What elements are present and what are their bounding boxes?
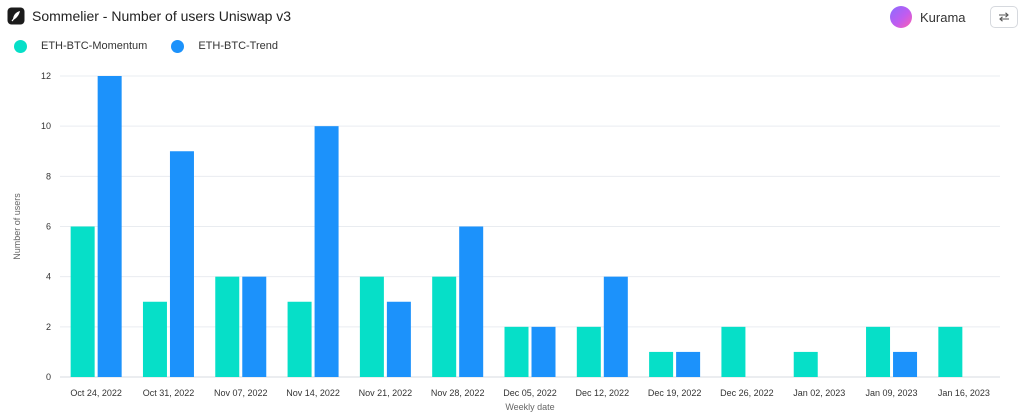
y-tick-label: 10 <box>41 121 51 131</box>
x-tick-label: Dec 26, 2022 <box>720 388 774 398</box>
bar-trend[interactable] <box>386 301 411 377</box>
y-tick-label: 0 <box>46 372 51 382</box>
bar-trend[interactable] <box>459 226 484 378</box>
legend-dot-momentum <box>14 39 27 53</box>
bar-momentum[interactable] <box>215 276 240 377</box>
legend-label-momentum: ETH-BTC-Momentum <box>41 40 148 52</box>
legend-item-momentum[interactable]: ETH-BTC-Momentum <box>14 39 148 53</box>
legend-label-trend: ETH-BTC-Trend <box>198 40 278 52</box>
bar-momentum[interactable] <box>866 326 891 377</box>
x-tick-label: Dec 19, 2022 <box>648 388 702 398</box>
sommelier-logo-icon <box>7 7 25 25</box>
x-tick-label: Jan 09, 2023 <box>866 388 918 398</box>
bar-momentum[interactable] <box>432 276 457 377</box>
chart-legend: ETH-BTC-Momentum ETH-BTC-Trend <box>14 38 302 54</box>
user-profile[interactable]: Kurama <box>890 6 966 28</box>
x-tick-label: Nov 14, 2022 <box>286 388 340 398</box>
y-axis-title: Number of users <box>12 193 22 260</box>
x-tick-label: Nov 28, 2022 <box>431 388 485 398</box>
y-tick-label: 12 <box>41 71 51 81</box>
x-axis-title: Weekly date <box>505 402 554 412</box>
swap-button[interactable] <box>990 6 1018 28</box>
bar-trend[interactable] <box>314 126 339 378</box>
legend-item-trend[interactable]: ETH-BTC-Trend <box>171 39 278 53</box>
bar-momentum[interactable] <box>649 351 674 377</box>
bar-momentum[interactable] <box>142 301 167 377</box>
x-tick-label: Dec 12, 2022 <box>576 388 630 398</box>
chart-title: Sommelier - Number of users Uniswap v3 <box>32 8 292 24</box>
bar-momentum[interactable] <box>287 301 312 377</box>
bar-trend[interactable] <box>603 276 628 377</box>
bar-momentum[interactable] <box>576 326 601 377</box>
legend-dot-trend <box>171 39 185 53</box>
bar-trend[interactable] <box>531 326 556 377</box>
bar-trend[interactable] <box>893 351 918 377</box>
x-tick-label: Jan 16, 2023 <box>938 388 990 398</box>
x-tick-label: Oct 31, 2022 <box>143 388 195 398</box>
bar-momentum[interactable] <box>793 351 818 377</box>
x-tick-label: Jan 02, 2023 <box>793 388 845 398</box>
bar-momentum[interactable] <box>938 326 963 377</box>
y-tick-label: 6 <box>46 222 51 232</box>
y-tick-label: 8 <box>46 171 51 181</box>
bar-momentum[interactable] <box>721 326 746 377</box>
bar-trend[interactable] <box>242 276 267 377</box>
chart-header: Sommelier - Number of users Uniswap v3 K… <box>0 0 1026 34</box>
bar-trend[interactable] <box>97 76 122 377</box>
bar-trend[interactable] <box>169 151 194 377</box>
bar-momentum[interactable] <box>359 276 384 377</box>
x-tick-label: Nov 21, 2022 <box>359 388 413 398</box>
bar-momentum[interactable] <box>504 326 529 377</box>
swap-arrows-icon <box>999 12 1009 22</box>
avatar <box>890 6 912 28</box>
user-name: Kurama <box>920 9 966 25</box>
x-tick-label: Dec 05, 2022 <box>503 388 557 398</box>
y-tick-label: 4 <box>46 272 51 282</box>
y-tick-label: 2 <box>46 322 51 332</box>
bar-momentum[interactable] <box>70 226 95 378</box>
bar-trend[interactable] <box>676 351 701 377</box>
x-tick-label: Oct 24, 2022 <box>70 388 122 398</box>
x-tick-label: Nov 07, 2022 <box>214 388 268 398</box>
